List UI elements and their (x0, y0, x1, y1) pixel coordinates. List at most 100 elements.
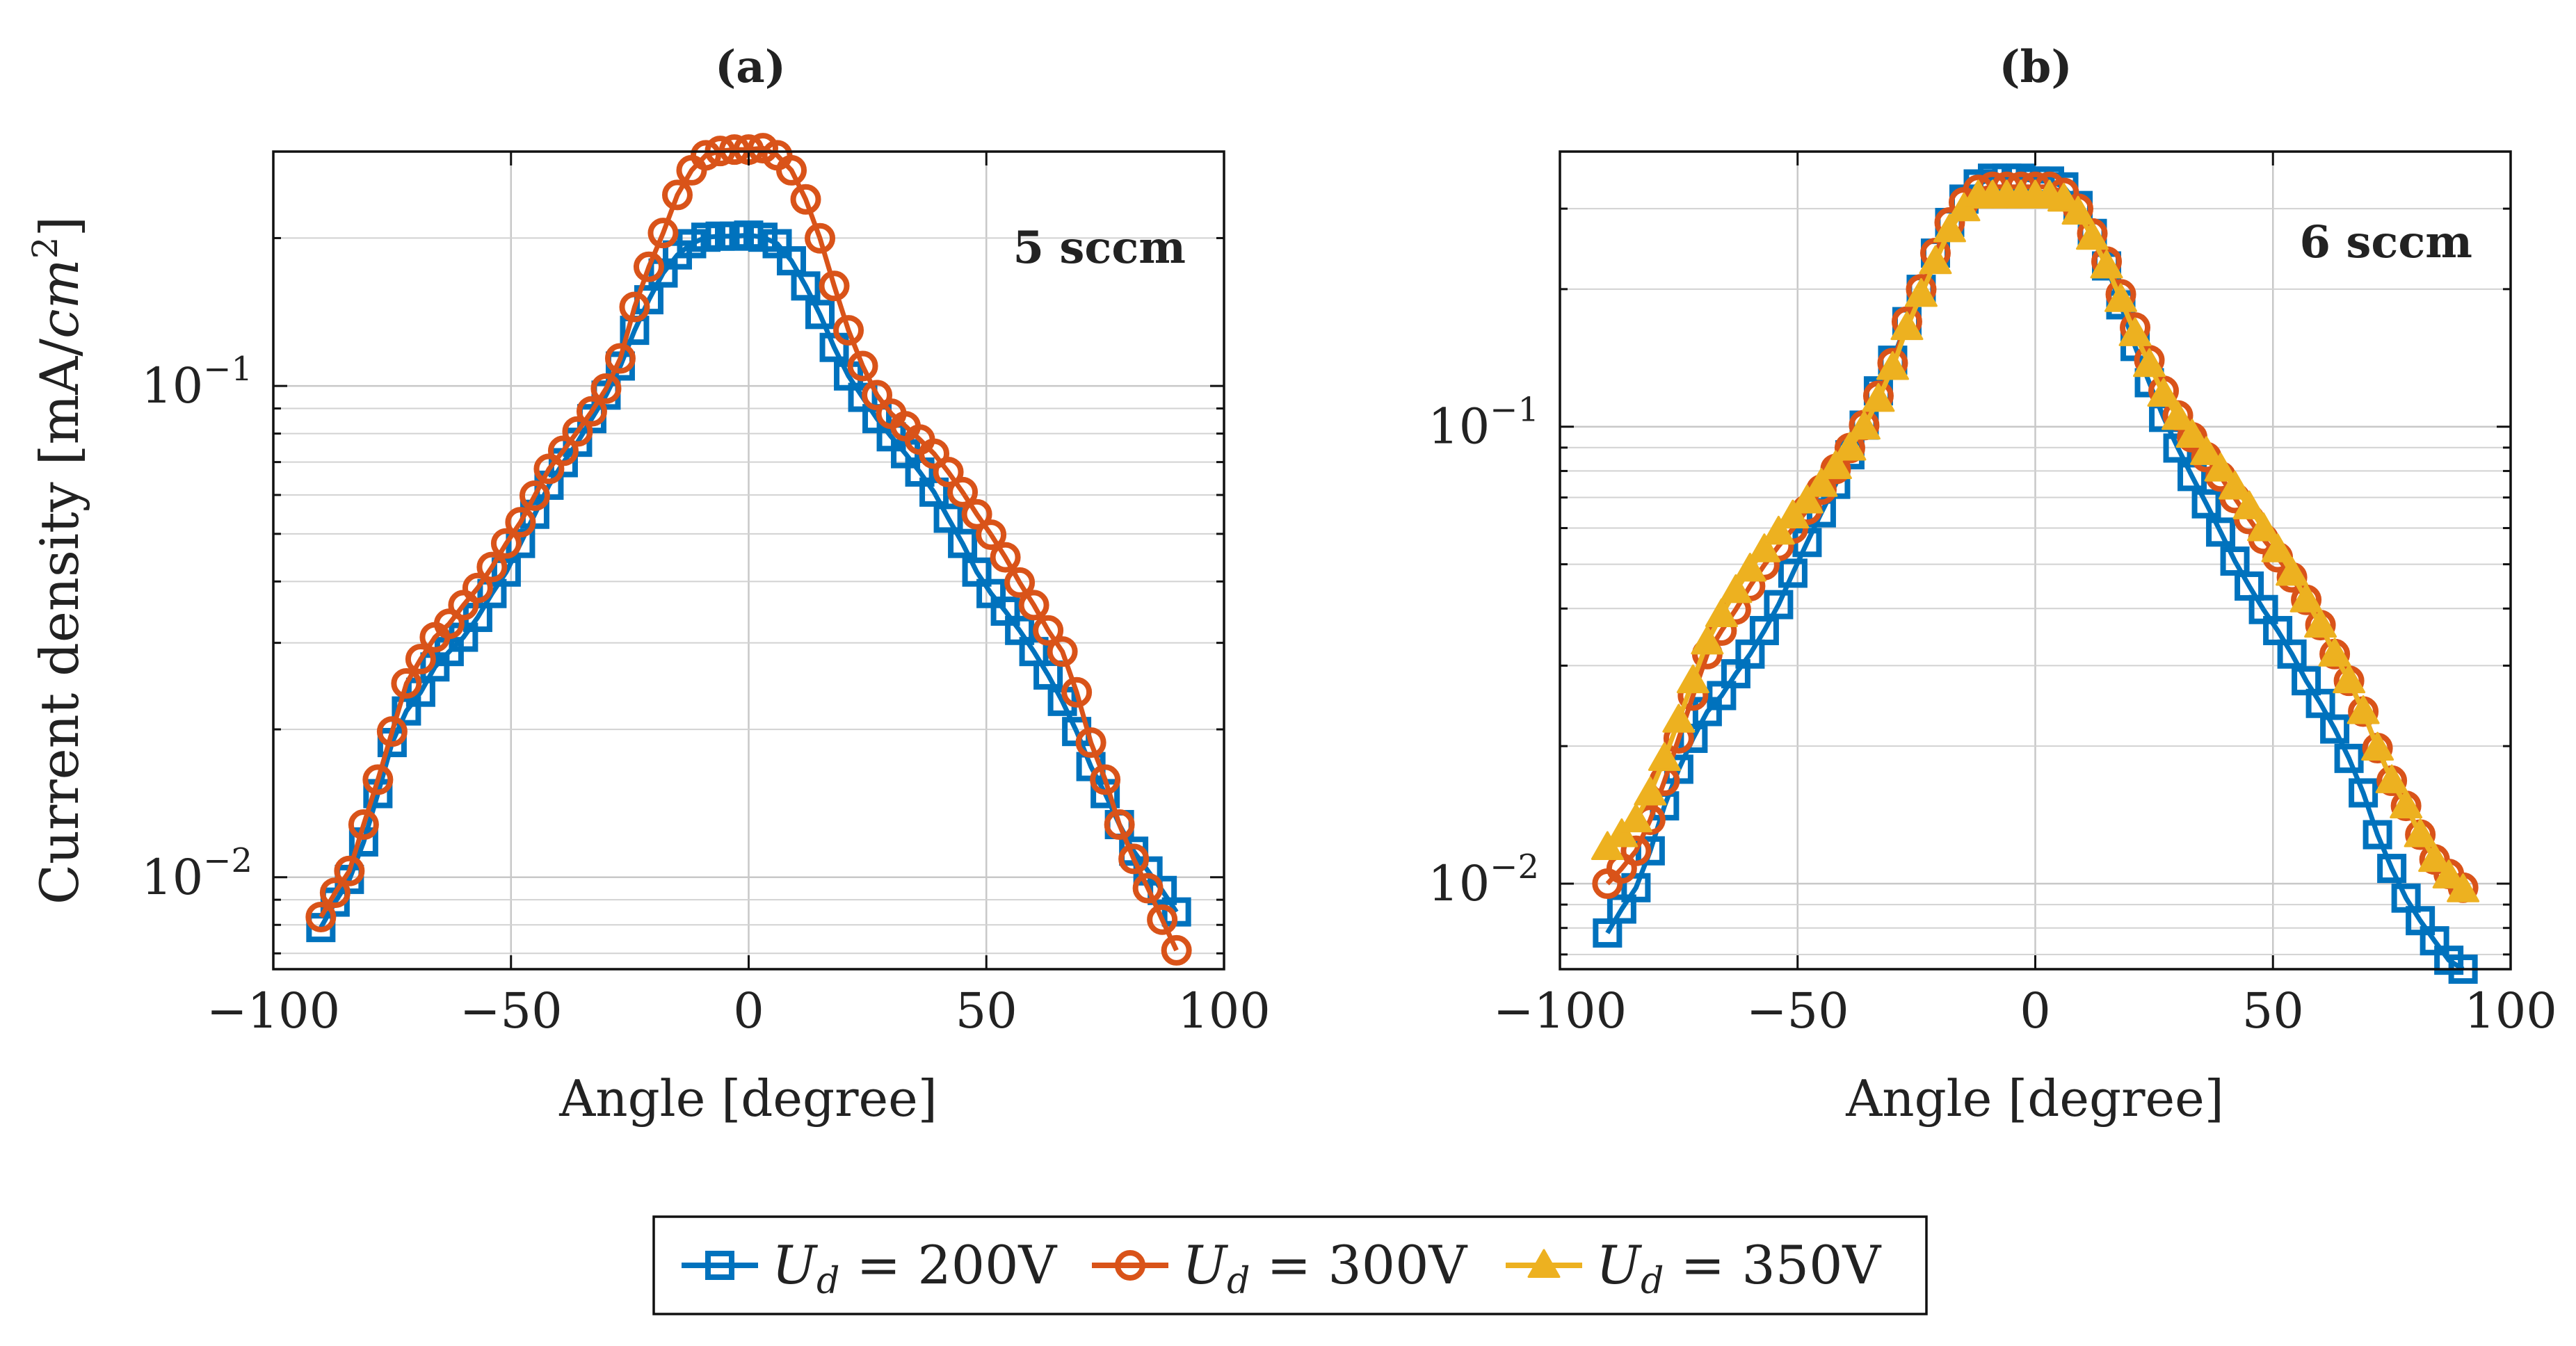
data-point-triangle (2432, 859, 2465, 889)
data-point-square (491, 557, 521, 587)
data-point-triangle (2318, 638, 2351, 667)
data-point-circle (819, 270, 850, 302)
legend-marker-triangle (1527, 1249, 1561, 1278)
data-point-triangle (2190, 436, 2223, 465)
data-point-circle (961, 498, 992, 530)
data-point-triangle (1605, 818, 1639, 848)
data-point-circle (462, 572, 493, 603)
data-point-circle (476, 551, 508, 583)
legend-label: Ud = 300V (1182, 1234, 1467, 1302)
data-point-triangle (2219, 470, 2252, 500)
data-point-square (1764, 590, 1794, 619)
data-point-square (805, 300, 835, 330)
data-point-circle (990, 542, 1021, 573)
data-point-circle (933, 456, 964, 487)
panel-b-title: (b) (1999, 41, 2072, 93)
data-point-triangle (2104, 283, 2138, 312)
data-point-circle (790, 184, 821, 215)
data-point-triangle (2375, 764, 2408, 793)
data-point-circle (604, 343, 636, 374)
data-point-square (2277, 639, 2307, 669)
x-tick-label: 0 (733, 982, 764, 1039)
x-tick-label: −100 (1493, 982, 1627, 1039)
data-point-triangle (2404, 818, 2437, 848)
data-point-circle (690, 140, 721, 171)
data-point-triangle (2162, 400, 2195, 430)
data-point-circle (305, 901, 337, 932)
data-point-circle (805, 222, 836, 254)
x-tick-label: −100 (207, 982, 340, 1039)
x-tick-label: 100 (1177, 982, 1271, 1039)
legend-entry: Ud = 350V (1506, 1234, 1881, 1302)
data-point-circle (1104, 809, 1135, 841)
data-point-triangle (2247, 512, 2280, 542)
data-point-triangle (1691, 625, 1724, 655)
data-point-triangle (1705, 598, 1738, 627)
data-point-triangle (2390, 789, 2423, 819)
data-point-circle (919, 438, 950, 469)
data-point-square (1621, 873, 1651, 902)
data-point-circle (391, 668, 422, 699)
data-point-triangle (1748, 533, 1781, 562)
data-point-circle (1118, 843, 1150, 875)
data-point-triangle (2133, 348, 2166, 378)
data-point-triangle (1676, 664, 1709, 694)
series-markers-triangle (1591, 179, 2480, 902)
data-point-circle (661, 179, 693, 211)
panel-a-ticks: −100 −50 0 50 100 10−1 10−2 (141, 152, 1271, 1039)
data-point-circle (490, 528, 522, 559)
data-point-triangle (2076, 220, 2109, 250)
data-point-circle (619, 291, 650, 323)
data-point-triangle (1833, 431, 1867, 461)
legend-entry: Ud = 300V (1092, 1234, 1467, 1302)
data-point-square (791, 271, 821, 301)
data-point-circle (348, 809, 379, 841)
data-point-triangle (2289, 583, 2323, 613)
data-point-square (2377, 854, 2407, 884)
data-point-triangle (2147, 378, 2180, 407)
y-tick-label: 10−1 (141, 350, 252, 414)
data-point-triangle (2175, 419, 2209, 448)
data-point-triangle (2047, 182, 2081, 212)
data-point-circle (505, 507, 536, 538)
data-point-circle (1161, 934, 1192, 966)
data-point-triangle (1719, 574, 1753, 603)
panel-a-title: (a) (715, 41, 786, 93)
data-point-circle (1004, 567, 1036, 598)
data-point-square (1778, 558, 1808, 588)
data-point-triangle (1890, 311, 1924, 341)
data-point-circle (1132, 873, 1164, 904)
data-point-triangle (2204, 453, 2237, 482)
data-point-circle (1075, 727, 1106, 759)
panel-a-x-axis-label: Angle [degree] (558, 1069, 937, 1128)
panel-a-annotation: 5 sccm (1013, 222, 1186, 274)
data-point-circle (547, 435, 579, 467)
data-point-circle (562, 416, 593, 447)
data-point-circle (576, 396, 607, 427)
data-point-circle (433, 608, 465, 640)
data-point-circle (633, 251, 664, 282)
data-point-triangle (1919, 245, 1952, 275)
data-point-triangle (2261, 533, 2294, 562)
data-point-triangle (1634, 776, 1667, 806)
data-point-circle (776, 154, 807, 186)
x-tick-label: 50 (2242, 982, 2304, 1039)
data-point-triangle (2418, 843, 2452, 873)
data-point-square (2362, 820, 2392, 850)
data-point-circle (1047, 636, 1078, 667)
data-point-triangle (1819, 450, 1852, 480)
panel-b-ticks: −100 −50 0 50 100 10−1 10−2 (1428, 150, 2557, 1039)
data-point-circle (362, 764, 394, 795)
y-tick-label: 10−2 (141, 841, 252, 906)
data-point-circle (862, 380, 893, 411)
data-point-circle (405, 644, 436, 675)
legend-label: Ud = 200V (772, 1234, 1057, 1302)
data-point-square (2349, 778, 2378, 808)
data-point-triangle (1805, 468, 1838, 497)
data-point-triangle (1933, 213, 1966, 243)
data-point-triangle (2346, 695, 2380, 724)
data-point-triangle (2090, 249, 2123, 279)
x-tick-label: −50 (460, 982, 563, 1039)
data-point-circle (334, 855, 365, 886)
